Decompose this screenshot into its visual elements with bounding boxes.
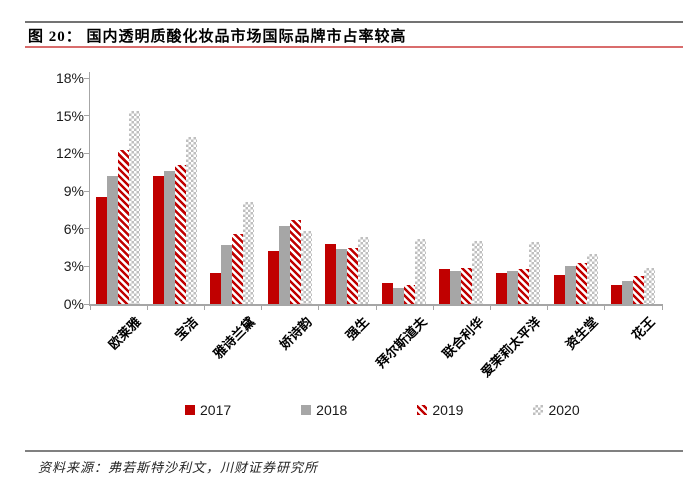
y-axis-tick xyxy=(84,228,89,230)
legend-item-2020: 2020 xyxy=(533,402,580,418)
x-axis-tick xyxy=(89,306,91,310)
bar-2017-强生 xyxy=(324,243,336,304)
source-note: 资料来源：弗若斯特沙利文，川财证券研究所 xyxy=(38,460,319,475)
x-axis-category-label: 宝洁 xyxy=(171,314,201,344)
bar-2018-花王 xyxy=(621,281,633,304)
x-axis-category-label: 花王 xyxy=(629,314,659,344)
legend-item-2018: 2018 xyxy=(301,403,347,417)
bar-2018-爱茉莉太平洋 xyxy=(507,271,519,304)
x-axis-tick xyxy=(661,306,663,310)
bar-2019-拜尔斯道夫 xyxy=(404,285,415,304)
figure-title: 图 20： 国内透明质酸化妆品市场国际品牌市占率较高 xyxy=(28,29,407,45)
legend-label: 2019 xyxy=(432,402,464,418)
bar-2019-资生堂 xyxy=(575,262,587,304)
bar-2020-强生 xyxy=(357,237,369,304)
x-axis-category-label: 资生堂 xyxy=(562,314,601,353)
bar-2017-联合利华 xyxy=(439,268,451,304)
bar-2020-资生堂 xyxy=(586,253,598,304)
x-axis-category-label: 联合利华 xyxy=(439,314,487,362)
bar-chart: 0% 3% 6% 9% 12% 15% 18% 欧莱雅 宝洁 雅诗兰黛 娇诗韵 强生 拜尔斯道夫 联合利华… xyxy=(55,70,663,380)
legend-item-2017: 2017 xyxy=(185,403,231,417)
y-axis-tick-label: 12% xyxy=(55,145,84,162)
legend-swatch-hatch-red xyxy=(417,405,428,415)
y-axis-tick-label: 3% xyxy=(63,258,84,275)
bar-2019-强生 xyxy=(346,247,358,304)
bar-2018-宝洁 xyxy=(164,170,176,304)
bar-2018-联合利华 xyxy=(450,271,462,304)
x-axis-category-label: 娇诗韵 xyxy=(276,314,315,353)
y-axis-tick-label: 0% xyxy=(63,296,84,312)
y-axis-tick xyxy=(84,303,89,305)
bar-2018-拜尔斯道夫 xyxy=(393,287,404,304)
legend-swatch-solid-red xyxy=(185,405,195,415)
legend-label: 2018 xyxy=(316,402,348,418)
bar-2020-联合利华 xyxy=(472,241,484,304)
bar-2020-宝洁 xyxy=(186,137,198,304)
top-rule xyxy=(25,21,683,23)
y-axis-tick xyxy=(84,265,89,267)
y-axis-tick xyxy=(84,77,89,79)
bar-2020-爱茉莉太平洋 xyxy=(529,242,541,304)
bar-2020-雅诗兰黛 xyxy=(243,202,255,304)
bar-2017-雅诗兰黛 xyxy=(210,272,222,304)
x-axis-category-label: 强生 xyxy=(343,314,373,344)
x-axis-category-label: 雅诗兰黛 xyxy=(210,314,258,362)
y-axis-tick xyxy=(84,115,89,117)
y-axis-tick xyxy=(84,152,89,154)
y-axis-tick-label: 6% xyxy=(63,220,84,237)
y-axis-line xyxy=(89,72,90,305)
bar-2018-强生 xyxy=(335,248,347,304)
bar-2019-花王 xyxy=(632,276,644,304)
bar-2020-欧莱雅 xyxy=(129,110,140,304)
bar-2019-宝洁 xyxy=(175,164,187,304)
x-axis-tick xyxy=(203,306,205,310)
chart-legend: 2017 2018 2019 2020 xyxy=(185,403,580,417)
bar-2017-娇诗韵 xyxy=(267,251,279,304)
x-axis-tick xyxy=(146,306,148,310)
bar-2018-娇诗韵 xyxy=(278,226,290,304)
bar-2018-欧莱雅 xyxy=(107,175,118,304)
x-axis-tick xyxy=(432,306,434,310)
bar-2018-资生堂 xyxy=(564,266,576,304)
bar-2017-宝洁 xyxy=(153,175,165,304)
footer-rule xyxy=(25,450,683,452)
bar-2019-雅诗兰黛 xyxy=(232,233,244,304)
legend-label: 2020 xyxy=(548,402,580,418)
x-axis-tick xyxy=(489,306,491,310)
x-axis-tick xyxy=(604,306,606,310)
bar-2018-雅诗兰黛 xyxy=(221,244,233,304)
x-axis-tick xyxy=(547,306,549,310)
x-axis-line xyxy=(89,304,663,306)
y-axis-tick-label: 9% xyxy=(63,183,84,199)
bar-2019-联合利华 xyxy=(461,267,473,304)
x-axis-tick xyxy=(261,306,263,310)
y-axis-tick-label: 15% xyxy=(55,107,84,124)
bar-2020-娇诗韵 xyxy=(300,231,312,304)
bar-2017-拜尔斯道夫 xyxy=(382,282,393,304)
legend-swatch-check-gray xyxy=(533,405,544,415)
legend-item-2019: 2019 xyxy=(417,403,463,417)
bar-2020-花王 xyxy=(643,267,655,304)
bar-2019-欧莱雅 xyxy=(118,149,129,304)
y-axis-tick xyxy=(84,190,89,192)
x-axis-tick xyxy=(318,306,320,310)
bar-2017-爱茉莉太平洋 xyxy=(496,272,508,304)
bar-2017-花王 xyxy=(610,285,622,304)
x-axis-category-label: 拜尔斯道夫 xyxy=(372,314,430,371)
bar-2017-欧莱雅 xyxy=(96,197,107,304)
y-axis-tick-label: 18% xyxy=(55,70,84,86)
legend-label: 2017 xyxy=(200,402,232,418)
bar-2019-娇诗韵 xyxy=(289,219,301,304)
x-axis-category-label: 欧莱雅 xyxy=(105,314,144,353)
bar-2020-拜尔斯道夫 xyxy=(415,238,426,304)
x-axis-tick xyxy=(375,306,377,310)
bar-2019-爱茉莉太平洋 xyxy=(518,268,530,304)
legend-swatch-solid-gray xyxy=(301,405,312,415)
x-axis-category-label: 爱茉莉太平洋 xyxy=(477,314,544,380)
title-underline-rule xyxy=(25,46,683,48)
bar-2017-资生堂 xyxy=(553,275,565,304)
